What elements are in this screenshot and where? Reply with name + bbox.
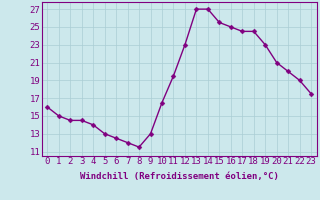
X-axis label: Windchill (Refroidissement éolien,°C): Windchill (Refroidissement éolien,°C) [80,172,279,181]
